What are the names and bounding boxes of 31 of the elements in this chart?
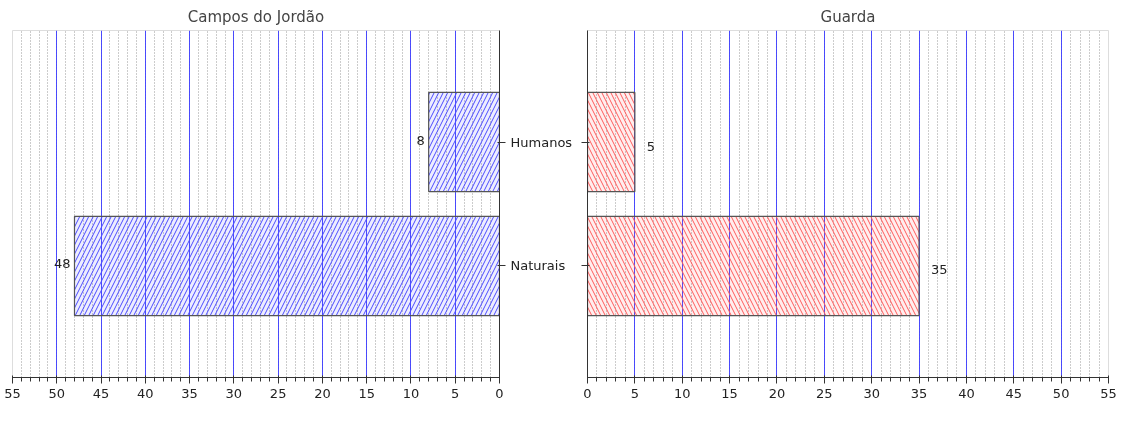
chart-title: Guarda [820,7,876,26]
x-tick-label: 50 [1052,385,1070,401]
x-tick-label: 15 [358,385,375,401]
x-tick-label: 15 [721,385,738,401]
x-tick-label: 20 [768,385,786,401]
y-tick-label: Naturais [510,258,566,274]
x-tick-label: 0 [495,385,504,401]
x-tick-label: 10 [402,385,420,401]
x-tick-label: 10 [673,385,691,401]
y-tick-label: Humanos [510,134,573,150]
x-tick-label: 30 [863,385,880,401]
x-tick-label: 40 [958,385,975,401]
x-tick-label: 40 [137,385,154,401]
x-tick-label: 55 [1100,385,1117,401]
x-tick-label: 45 [1005,385,1023,401]
x-tick-label: 30 [225,385,243,401]
x-tick-label: 25 [269,385,287,401]
x-tick-label: 55 [4,385,21,401]
chart-title: Campos do Jordão [187,7,325,26]
x-tick-label: 5 [630,385,640,401]
data-label: 8 [416,132,425,148]
x-tick-label: 5 [451,385,460,401]
data-label: 35 [931,262,948,278]
x-tick-label: 35 [910,385,928,401]
x-tick-label: 25 [816,385,833,401]
x-tick-label: 50 [48,385,66,401]
x-tick-label: 20 [314,385,331,401]
data-label: 5 [646,138,656,154]
x-tick-label: 45 [92,385,110,401]
x-tick-label: 0 [583,385,592,401]
x-tick-label: 35 [181,385,198,401]
